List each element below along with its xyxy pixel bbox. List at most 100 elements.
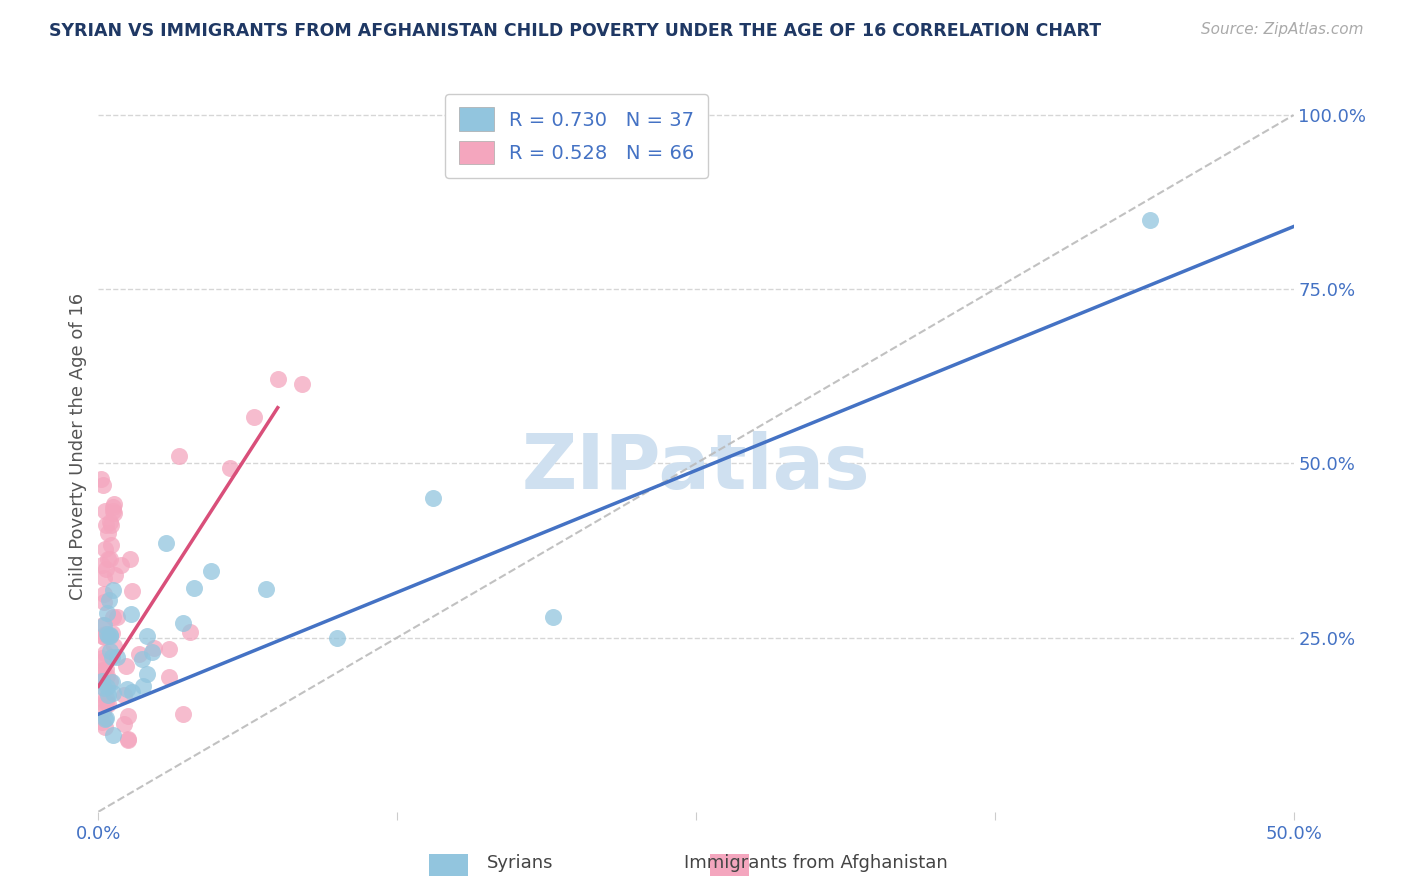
Point	[219, 461, 242, 475]
Point	[94, 562, 117, 576]
Point	[101, 649, 124, 664]
Point	[91, 704, 114, 718]
Point	[200, 564, 222, 578]
Point	[183, 581, 205, 595]
Point	[112, 688, 135, 702]
Point	[141, 645, 163, 659]
Point	[98, 515, 121, 529]
Text: ZIPatlas: ZIPatlas	[522, 431, 870, 505]
Point	[94, 541, 117, 556]
Point	[103, 506, 125, 520]
Text: Syrians: Syrians	[486, 855, 554, 872]
Point	[93, 587, 115, 601]
Point	[105, 650, 128, 665]
Point	[101, 582, 124, 597]
Point	[96, 695, 118, 709]
Point	[157, 670, 180, 684]
Point	[93, 654, 115, 668]
Point	[110, 558, 132, 573]
Point	[326, 631, 349, 645]
Point	[93, 630, 115, 644]
Point	[91, 673, 114, 688]
Point	[291, 376, 314, 391]
Point	[120, 607, 142, 622]
Point	[128, 648, 150, 662]
Point	[100, 538, 122, 552]
Point	[93, 712, 115, 726]
Point	[94, 711, 117, 725]
Point	[243, 409, 266, 424]
Point	[105, 610, 128, 624]
Point	[93, 681, 115, 695]
Point	[115, 659, 138, 673]
Point	[422, 491, 444, 506]
Point	[101, 500, 124, 514]
Point	[118, 552, 141, 566]
Point	[90, 558, 112, 572]
Point	[155, 535, 177, 549]
Point	[96, 669, 118, 683]
Point	[172, 706, 194, 721]
Point	[115, 681, 138, 696]
Point	[254, 582, 277, 596]
Point	[91, 714, 114, 729]
Point	[131, 652, 153, 666]
Point	[98, 629, 121, 643]
Point	[93, 618, 115, 632]
Point	[104, 568, 127, 582]
Point	[93, 720, 115, 734]
Point	[101, 625, 124, 640]
Point	[121, 685, 143, 699]
Point	[135, 629, 157, 643]
Point	[91, 478, 114, 492]
Point	[143, 641, 166, 656]
Point	[91, 695, 114, 709]
Point	[98, 673, 121, 688]
Point	[101, 728, 124, 742]
Point	[103, 639, 125, 653]
Point	[91, 629, 114, 643]
Point	[96, 697, 118, 711]
Point	[94, 627, 117, 641]
Point	[93, 571, 115, 585]
Point	[97, 629, 120, 643]
Point	[94, 662, 117, 676]
Legend: R = 0.730   N = 37, R = 0.528   N = 66: R = 0.730 N = 37, R = 0.528 N = 66	[444, 94, 709, 178]
Point	[117, 733, 139, 747]
Point	[91, 650, 114, 665]
Point	[117, 709, 139, 723]
Point	[101, 504, 124, 518]
Point	[98, 551, 121, 566]
Point	[96, 606, 118, 620]
Point	[91, 618, 114, 632]
Point	[98, 628, 121, 642]
Point	[117, 731, 139, 746]
Point	[97, 593, 120, 607]
Point	[1139, 212, 1161, 227]
Point	[172, 615, 194, 630]
Point	[101, 675, 124, 690]
Point	[90, 673, 112, 688]
Text: Immigrants from Afghanistan: Immigrants from Afghanistan	[683, 855, 948, 872]
Y-axis label: Child Poverty Under the Age of 16: Child Poverty Under the Age of 16	[69, 293, 87, 599]
Point	[93, 595, 115, 609]
Text: SYRIAN VS IMMIGRANTS FROM AFGHANISTAN CHILD POVERTY UNDER THE AGE OF 16 CORRELAT: SYRIAN VS IMMIGRANTS FROM AFGHANISTAN CH…	[49, 22, 1101, 40]
Point	[90, 681, 112, 695]
Point	[101, 686, 124, 700]
Point	[121, 584, 143, 599]
Point	[94, 646, 117, 660]
Point	[136, 666, 159, 681]
Point	[98, 644, 121, 658]
Point	[132, 679, 155, 693]
Point	[97, 689, 120, 703]
Point	[94, 517, 117, 532]
Point	[541, 609, 564, 624]
Point	[94, 504, 117, 518]
Point	[157, 642, 180, 657]
Text: Source: ZipAtlas.com: Source: ZipAtlas.com	[1201, 22, 1364, 37]
Point	[96, 690, 118, 705]
Point	[90, 472, 112, 486]
Point	[91, 663, 114, 677]
Point	[167, 450, 190, 464]
Point	[97, 526, 120, 541]
